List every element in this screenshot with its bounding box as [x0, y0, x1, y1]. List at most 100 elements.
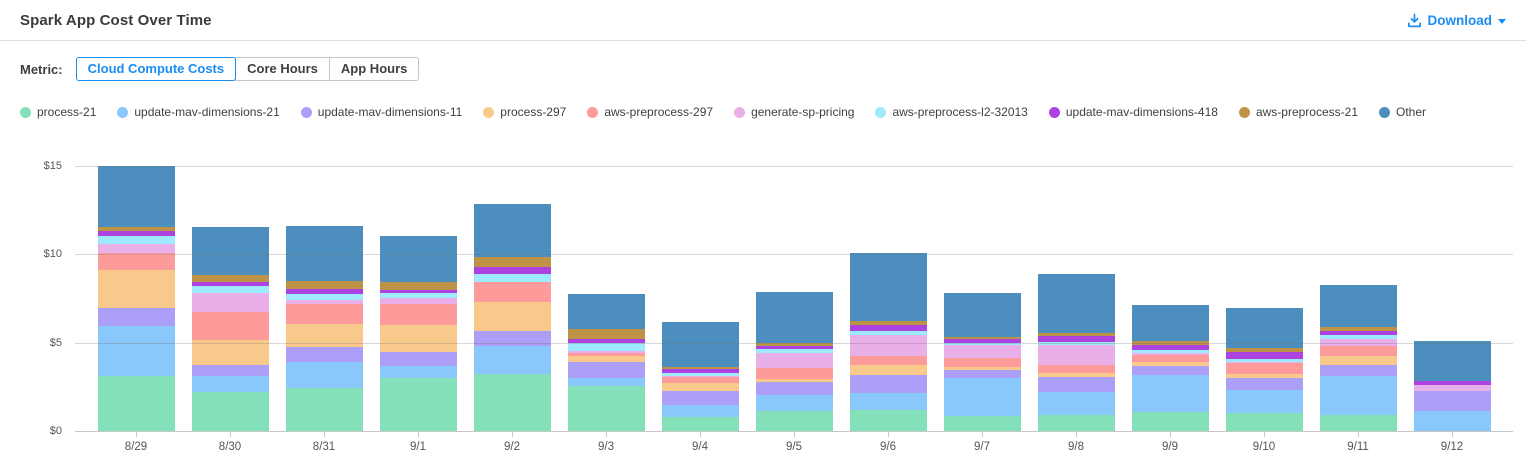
bar-segment-update-mav-dimensions-21[interactable]: [1037, 391, 1115, 416]
bar-segment-aws-preprocess-l2-32013[interactable]: [1319, 334, 1397, 340]
bar-segment-other[interactable]: [661, 322, 739, 368]
bar-segment-aws-preprocess-21[interactable]: [567, 328, 645, 340]
bar-segment-aws-preprocess-21[interactable]: [755, 342, 833, 347]
bar-segment-process-21[interactable]: [755, 410, 833, 431]
bar-8-30[interactable]: [191, 226, 269, 431]
bar-segment-aws-preprocess-l2-32013[interactable]: [661, 373, 739, 377]
bar-segment-update-mav-dimensions-418[interactable]: [1131, 345, 1209, 350]
bar-segment-update-mav-dimensions-418[interactable]: [849, 325, 927, 332]
bar-segment-aws-preprocess-l2-32013[interactable]: [1131, 349, 1209, 353]
bar-segment-update-mav-dimensions-21[interactable]: [567, 378, 645, 387]
bar-segment-aws-preprocess-l2-32013[interactable]: [473, 274, 551, 282]
bar-segment-aws-preprocess-l2-32013[interactable]: [379, 292, 457, 298]
bar-segment-process-297[interactable]: [97, 270, 175, 308]
bar-segment-generate-sp-pricing[interactable]: [379, 297, 457, 305]
bar-8-29[interactable]: [97, 166, 175, 431]
bar-9-1[interactable]: [379, 236, 457, 431]
bar-segment-aws-preprocess-21[interactable]: [661, 367, 739, 370]
bar-segment-aws-preprocess-21[interactable]: [1225, 348, 1303, 353]
bar-segment-update-mav-dimensions-21[interactable]: [97, 325, 175, 376]
bar-segment-process-297[interactable]: [943, 367, 1021, 370]
legend-item-process-297[interactable]: process-297: [483, 105, 566, 119]
bar-9-3[interactable]: [567, 293, 645, 431]
bar-segment-process-21[interactable]: [1225, 412, 1303, 431]
bar-segment-generate-sp-pricing[interactable]: [1037, 345, 1115, 365]
bar-segment-update-mav-dimensions-418[interactable]: [1319, 331, 1397, 335]
bar-segment-update-mav-dimensions-11[interactable]: [1037, 377, 1115, 392]
bar-segment-update-mav-dimensions-11[interactable]: [1413, 390, 1491, 412]
bar-segment-update-mav-dimensions-418[interactable]: [943, 339, 1021, 343]
bar-segment-process-21[interactable]: [567, 386, 645, 431]
bar-segment-update-mav-dimensions-21[interactable]: [285, 362, 363, 389]
bar-segment-other[interactable]: [285, 225, 363, 281]
bar-segment-generate-sp-pricing[interactable]: [285, 300, 363, 305]
bar-segment-generate-sp-pricing[interactable]: [1225, 362, 1303, 364]
bar-segment-other[interactable]: [567, 293, 645, 329]
bar-segment-aws-preprocess-21[interactable]: [943, 337, 1021, 340]
bar-segment-generate-sp-pricing[interactable]: [567, 350, 645, 353]
bar-segment-aws-preprocess-l2-32013[interactable]: [97, 235, 175, 245]
tab-core-hours[interactable]: Core Hours: [235, 57, 330, 81]
bar-segment-generate-sp-pricing[interactable]: [1319, 339, 1397, 347]
bar-segment-update-mav-dimensions-418[interactable]: [1413, 380, 1491, 386]
bar-segment-generate-sp-pricing[interactable]: [191, 292, 269, 312]
download-button[interactable]: Download: [1407, 13, 1506, 28]
bar-segment-other[interactable]: [379, 236, 457, 283]
bar-segment-process-21[interactable]: [1037, 415, 1115, 431]
bar-segment-aws-preprocess-l2-32013[interactable]: [285, 294, 363, 301]
bar-segment-generate-sp-pricing[interactable]: [97, 244, 175, 253]
bar-segment-aws-preprocess-l2-32013[interactable]: [943, 342, 1021, 346]
bar-segment-update-mav-dimensions-21[interactable]: [1131, 374, 1209, 412]
bar-segment-process-21[interactable]: [1131, 411, 1209, 431]
bar-segment-other[interactable]: [849, 253, 927, 322]
bar-segment-generate-sp-pricing[interactable]: [849, 334, 927, 357]
bar-segment-generate-sp-pricing[interactable]: [1413, 385, 1491, 391]
legend-item-other[interactable]: Other: [1379, 105, 1426, 119]
bar-segment-update-mav-dimensions-418[interactable]: [473, 266, 551, 275]
bar-segment-update-mav-dimensions-11[interactable]: [1225, 378, 1303, 390]
bar-segment-update-mav-dimensions-11[interactable]: [1131, 366, 1209, 375]
bar-segment-update-mav-dimensions-11[interactable]: [191, 365, 269, 377]
bar-segment-process-21[interactable]: [943, 415, 1021, 431]
bar-segment-other[interactable]: [1413, 341, 1491, 381]
bar-segment-process-297[interactable]: [755, 379, 833, 383]
bar-segment-process-21[interactable]: [191, 392, 269, 431]
bar-segment-aws-preprocess-21[interactable]: [191, 274, 269, 283]
bar-9-2[interactable]: [473, 203, 551, 431]
bar-9-5[interactable]: [755, 292, 833, 431]
bar-9-12[interactable]: [1413, 341, 1491, 431]
bar-segment-update-mav-dimensions-21[interactable]: [943, 378, 1021, 416]
bar-segment-update-mav-dimensions-21[interactable]: [755, 395, 833, 411]
tab-cloud-compute-costs[interactable]: Cloud Compute Costs: [75, 57, 237, 81]
bar-segment-other[interactable]: [1131, 305, 1209, 342]
bar-segment-update-mav-dimensions-418[interactable]: [1225, 352, 1303, 359]
bar-segment-generate-sp-pricing[interactable]: [661, 376, 739, 378]
bar-segment-update-mav-dimensions-11[interactable]: [473, 331, 551, 347]
bar-segment-generate-sp-pricing[interactable]: [1131, 352, 1209, 355]
legend-item-update-mav-dimensions-418[interactable]: update-mav-dimensions-418: [1048, 105, 1218, 119]
bar-segment-aws-preprocess-l2-32013[interactable]: [567, 343, 645, 351]
bar-9-10[interactable]: [1225, 308, 1303, 431]
bar-segment-update-mav-dimensions-21[interactable]: [473, 346, 551, 374]
bar-segment-update-mav-dimensions-418[interactable]: [755, 346, 833, 349]
bar-segment-update-mav-dimensions-11[interactable]: [849, 374, 927, 394]
bar-segment-process-21[interactable]: [285, 388, 363, 431]
bar-segment-generate-sp-pricing[interactable]: [943, 345, 1021, 359]
bar-segment-update-mav-dimensions-11[interactable]: [285, 347, 363, 363]
bar-segment-aws-preprocess-l2-32013[interactable]: [755, 348, 833, 353]
bar-segment-process-21[interactable]: [473, 373, 551, 431]
bar-segment-process-21[interactable]: [379, 378, 457, 431]
bar-segment-process-21[interactable]: [849, 409, 927, 431]
bar-segment-aws-preprocess-21[interactable]: [1319, 327, 1397, 332]
tab-app-hours[interactable]: App Hours: [328, 57, 420, 81]
bar-segment-process-297[interactable]: [661, 382, 739, 391]
bar-segment-update-mav-dimensions-21[interactable]: [661, 405, 739, 418]
bar-9-4[interactable]: [661, 322, 739, 431]
bar-segment-aws-preprocess-297[interactable]: [1131, 354, 1209, 363]
bar-segment-other[interactable]: [473, 203, 551, 257]
bar-segment-update-mav-dimensions-11[interactable]: [943, 369, 1021, 379]
bar-segment-aws-preprocess-297[interactable]: [943, 358, 1021, 368]
bar-segment-aws-preprocess-297[interactable]: [97, 252, 175, 271]
bar-segment-other[interactable]: [1037, 274, 1115, 333]
bar-segment-update-mav-dimensions-11[interactable]: [567, 362, 645, 379]
